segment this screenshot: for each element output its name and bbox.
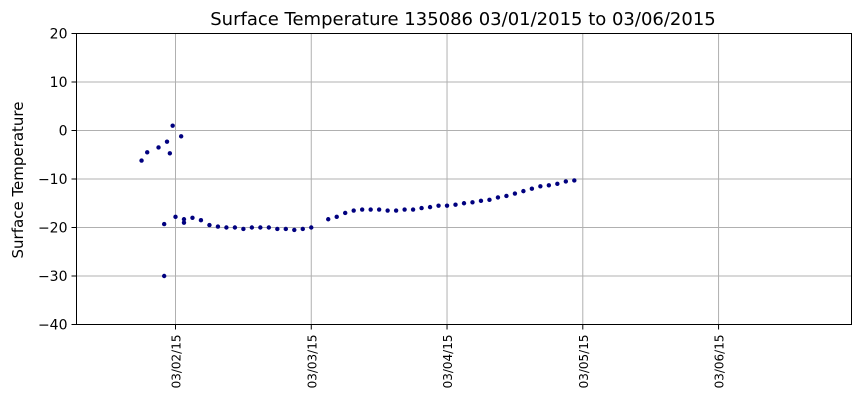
- data-point: [402, 207, 407, 212]
- y-axis-label: Surface Temperature: [9, 102, 27, 259]
- y-axis: −40 −30 −20 −10 0 10 20: [38, 27, 77, 334]
- data-point: [181, 220, 187, 225]
- data-point: [190, 215, 195, 220]
- data-point: [181, 217, 187, 222]
- y-tick-label: 0: [59, 124, 68, 140]
- data-point: [178, 134, 184, 139]
- x-tick-label: 03/05/15: [577, 335, 591, 389]
- data-point: [495, 195, 501, 200]
- data-point: [470, 200, 475, 205]
- x-tick-label: 03/06/15: [713, 335, 727, 389]
- data-point: [538, 184, 543, 189]
- data-point: [139, 158, 144, 163]
- data-point: [145, 150, 150, 155]
- data-point: [266, 225, 272, 230]
- data-point: [546, 183, 552, 188]
- data-point: [309, 225, 314, 230]
- data-point: [453, 202, 458, 207]
- data-point: [232, 225, 238, 230]
- data-point: [504, 193, 509, 199]
- data-point: [376, 207, 382, 212]
- data-point: [359, 207, 365, 212]
- data-point: [215, 224, 221, 229]
- data-point: [161, 273, 167, 279]
- data-point: [164, 139, 170, 144]
- data-point: [461, 201, 467, 206]
- x-tick-label: 03/02/15: [169, 335, 183, 389]
- data-point: [161, 221, 167, 227]
- data-point: [521, 188, 526, 194]
- grid: [76, 33, 852, 325]
- y-tick-label: 10: [50, 75, 68, 91]
- data-point: [300, 226, 305, 232]
- data-point: [563, 179, 569, 184]
- data-point: [241, 226, 246, 232]
- data-point: [249, 225, 255, 230]
- data-point: [292, 227, 297, 233]
- data-point: [368, 207, 373, 212]
- data-point: [351, 208, 356, 213]
- data-point: [283, 226, 289, 232]
- data-point: [419, 205, 424, 211]
- data-point: [326, 217, 331, 222]
- data-point: [393, 208, 399, 213]
- data-point: [478, 198, 484, 204]
- y-tick-label: −10: [38, 172, 68, 188]
- data-point: [207, 222, 212, 228]
- data-point: [529, 186, 535, 191]
- data-point: [275, 226, 280, 232]
- data-point: [385, 208, 390, 213]
- y-tick-label: −20: [38, 221, 68, 237]
- data-point: [427, 204, 433, 210]
- data-point: [555, 181, 560, 187]
- data-point: [170, 123, 175, 128]
- y-tick-label: −30: [38, 269, 68, 285]
- data-point: [410, 207, 416, 212]
- data-point: [224, 225, 229, 230]
- data-point: [334, 214, 339, 220]
- data-point: [444, 203, 450, 208]
- data-point: [436, 203, 441, 208]
- data-point: [512, 191, 518, 196]
- data-point: [156, 145, 161, 150]
- y-tick-label: −40: [38, 318, 68, 334]
- x-axis: 03/02/15 03/03/15 03/04/15 03/05/15 03/06/15: [169, 324, 727, 389]
- y-tick-label: 20: [50, 27, 68, 43]
- data-point: [198, 218, 204, 223]
- data-point: [258, 225, 263, 230]
- data-points: [139, 123, 577, 279]
- x-tick-label: 03/03/15: [305, 335, 319, 389]
- data-point: [173, 214, 178, 220]
- data-point: [343, 210, 348, 216]
- data-point: [167, 151, 173, 156]
- x-tick-label: 03/04/15: [441, 335, 455, 389]
- data-point: [487, 197, 492, 203]
- chart-title: Surface Temperature 135086 03/01/2015 to…: [210, 9, 715, 30]
- data-point: [572, 178, 577, 183]
